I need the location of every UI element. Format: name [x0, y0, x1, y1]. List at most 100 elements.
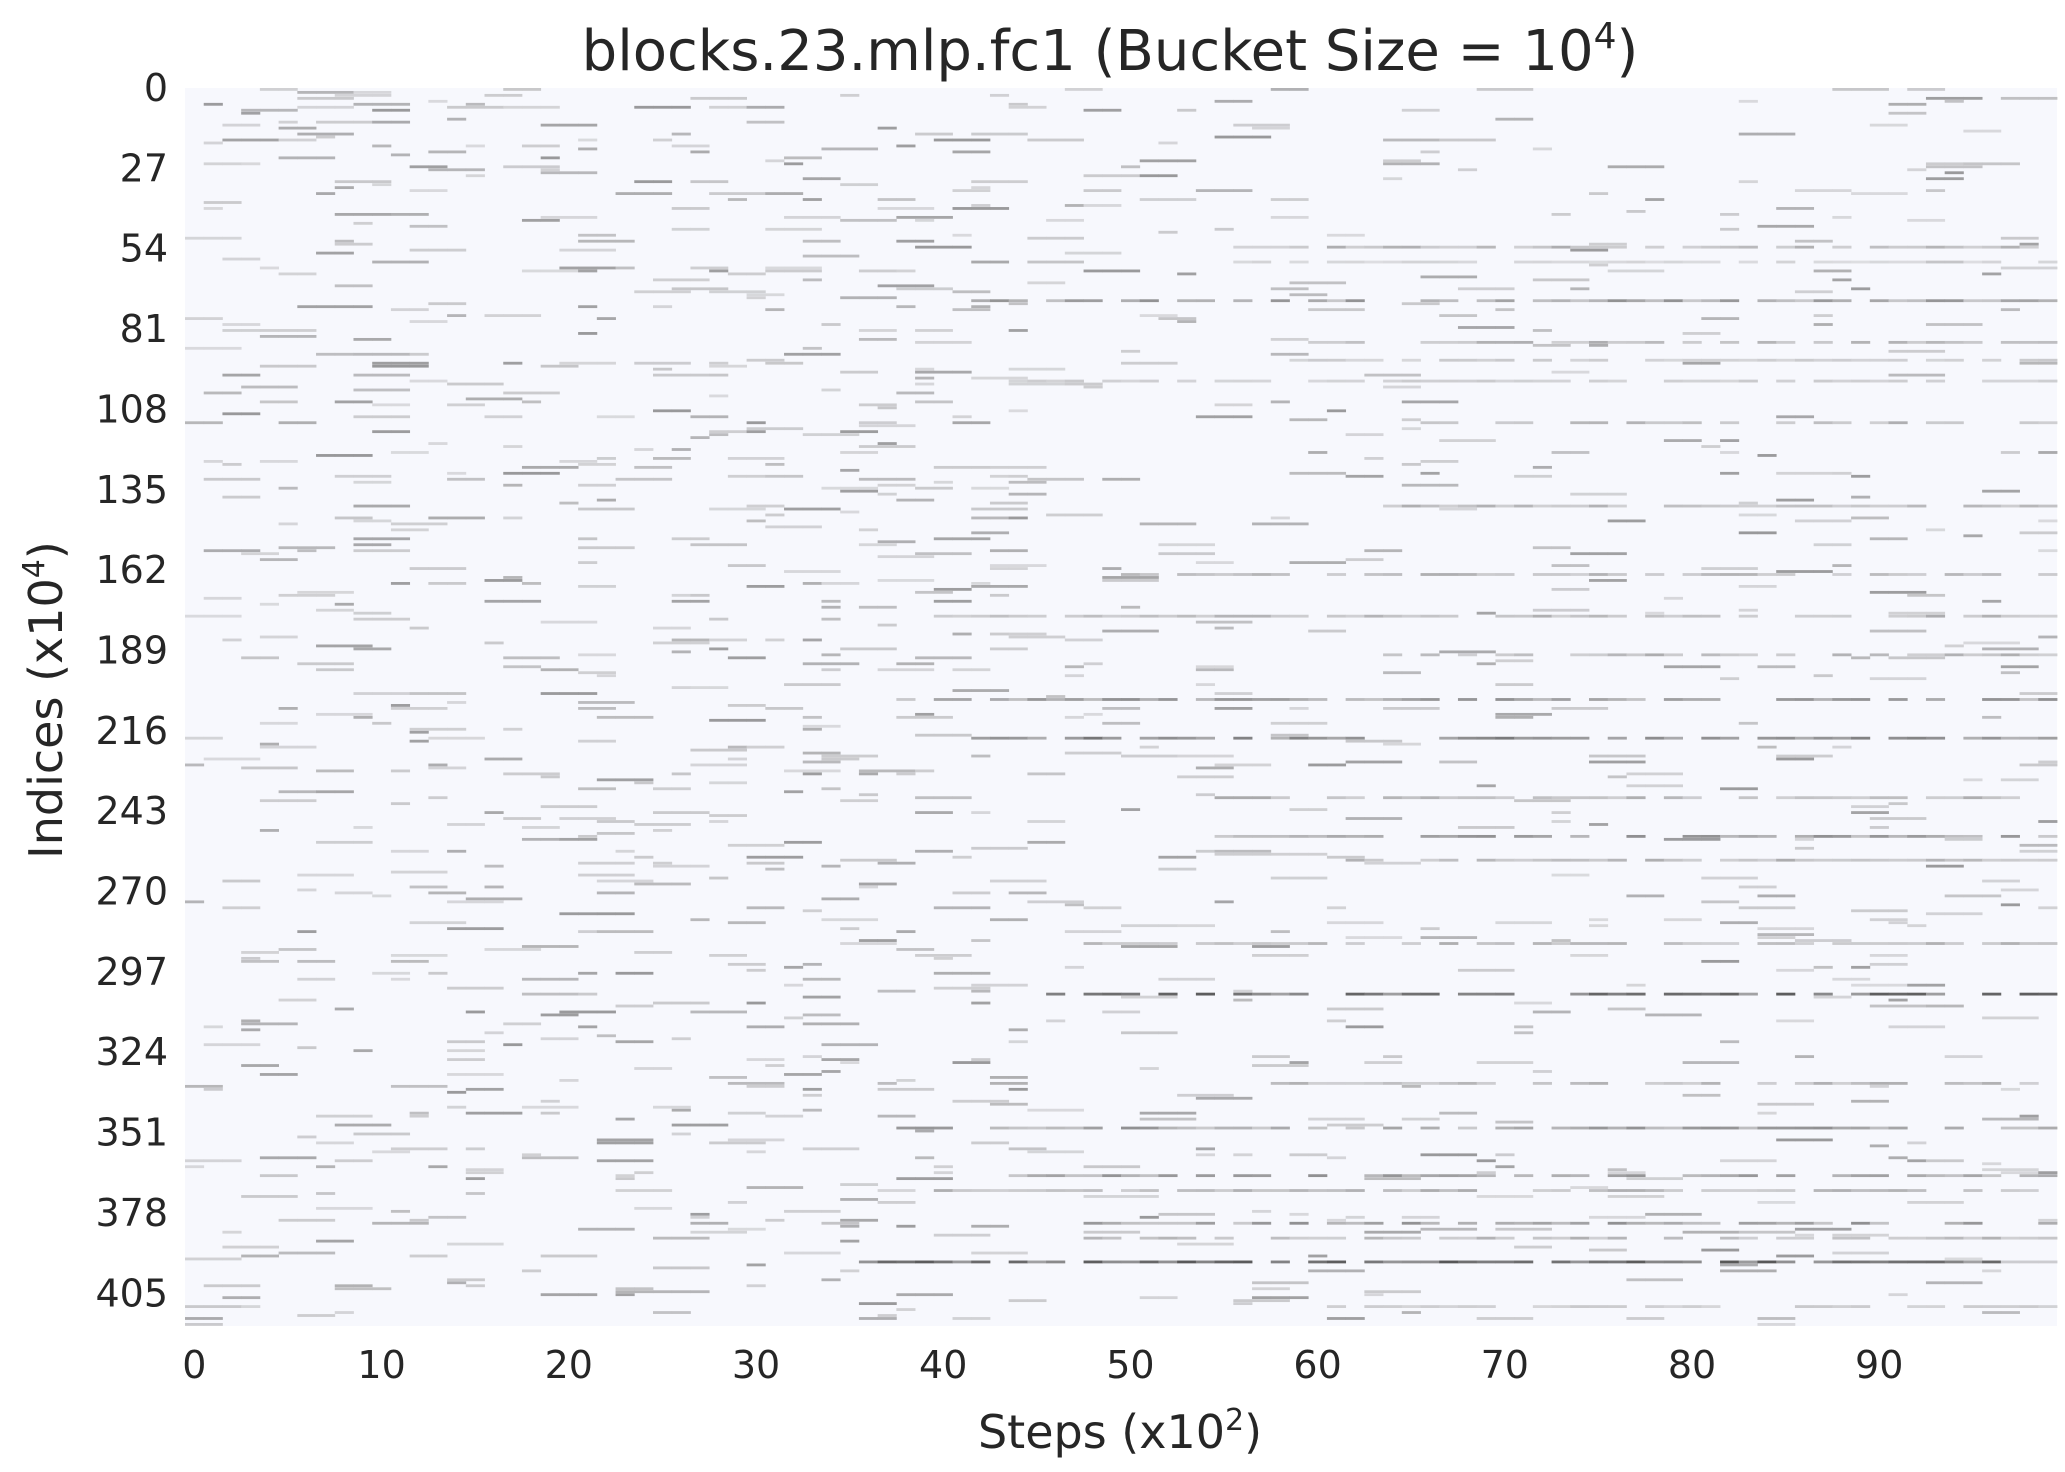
heatmap-cell — [1514, 1317, 1534, 1320]
heatmap-cell — [821, 582, 841, 585]
heatmap-cell — [671, 105, 691, 109]
heatmap-cell — [1832, 543, 1852, 547]
heatmap-cell — [1420, 460, 1440, 463]
heatmap-cell — [1195, 1189, 1215, 1192]
heatmap-cell — [503, 516, 523, 520]
heatmap-cell — [1252, 260, 1272, 264]
heatmap-cell — [746, 1138, 766, 1142]
heatmap-cell — [1027, 635, 1047, 639]
heatmap-cell — [802, 198, 822, 201]
heatmap-cell — [1308, 721, 1328, 725]
heatmap-cell — [2019, 340, 2039, 344]
heatmap-cell — [1195, 698, 1215, 701]
heatmap-cell — [952, 599, 972, 603]
heatmap-cell — [1944, 837, 1964, 841]
heatmap-cell — [1607, 1195, 1627, 1198]
heatmap-cell — [1401, 698, 1421, 701]
heatmap-cell — [2038, 379, 2058, 383]
heatmap-cell — [1738, 858, 1758, 862]
heatmap-cell — [896, 668, 916, 672]
heatmap-cell — [1289, 1189, 1309, 1192]
heatmap-cell — [2038, 1174, 2058, 1178]
heatmap-cell — [241, 412, 261, 416]
heatmap-cell — [1551, 504, 1571, 508]
heatmap-cell — [1944, 942, 1964, 945]
heatmap-cell — [1682, 573, 1702, 576]
heatmap-cell — [1963, 323, 1983, 326]
heatmap-cell — [765, 427, 785, 431]
heatmap-cell — [933, 599, 953, 603]
heatmap-cell — [334, 1007, 354, 1011]
x-tick-label: 30 — [732, 1343, 780, 1387]
heatmap-cell — [447, 1215, 467, 1219]
heatmap-cell — [1457, 834, 1478, 838]
heatmap-cell — [709, 373, 729, 377]
heatmap-cell — [1589, 1215, 1609, 1219]
heatmap-cell — [1457, 573, 1478, 576]
heatmap-cell — [1701, 1221, 1721, 1225]
heatmap-cell — [615, 507, 635, 511]
heatmap-cell — [521, 945, 542, 948]
heatmap-cell — [1046, 477, 1066, 481]
heatmap-cell — [915, 662, 935, 666]
heatmap-cell — [2000, 236, 2020, 240]
heatmap-cell — [1083, 992, 1103, 996]
heatmap-cell — [1401, 302, 1421, 306]
heatmap-cell — [2019, 698, 2039, 701]
heatmap-cell — [409, 260, 429, 264]
heatmap-cell — [390, 692, 411, 695]
heatmap-cell — [278, 1195, 298, 1198]
heatmap-cell — [615, 1004, 635, 1008]
heatmap-cell — [222, 373, 242, 377]
heatmap-cell — [259, 1022, 279, 1026]
heatmap-cell — [1420, 150, 1440, 154]
heatmap-cell — [2019, 1305, 2039, 1308]
heatmap-cell — [1046, 260, 1066, 264]
heatmap-cell — [840, 218, 860, 222]
heatmap-cell — [241, 656, 261, 660]
heatmap-cell — [521, 218, 542, 222]
heatmap-cell — [634, 781, 654, 785]
heatmap-cell — [952, 1189, 972, 1192]
heatmap-cell — [2038, 299, 2058, 303]
heatmap-cell — [802, 570, 822, 573]
heatmap-cell — [1102, 721, 1122, 725]
heatmap-cell — [1270, 88, 1290, 91]
heatmap-cell — [877, 424, 897, 428]
heatmap-cell — [653, 1189, 673, 1192]
heatmap-cell — [1514, 736, 1534, 740]
heatmap-cell — [521, 269, 542, 273]
heatmap-cell — [297, 799, 317, 803]
heatmap-cell — [1064, 930, 1084, 934]
heatmap-cell — [1963, 96, 1983, 100]
heatmap-cell — [409, 1114, 429, 1118]
heatmap-cell — [465, 1111, 485, 1115]
heatmap-cell — [1195, 775, 1215, 779]
heatmap-cell — [971, 1224, 991, 1228]
heatmap-cell — [896, 948, 916, 951]
heatmap-cell — [1364, 936, 1384, 939]
heatmap-cell — [671, 1105, 691, 1109]
heatmap-cell — [709, 647, 729, 651]
heatmap-cell — [1476, 834, 1496, 838]
heatmap-cell — [1869, 858, 1889, 862]
heatmap-cell — [1813, 1260, 1833, 1264]
heatmap-cell — [1457, 439, 1478, 442]
heatmap-cell — [596, 778, 616, 782]
heatmap-cell — [1102, 477, 1122, 481]
heatmap-cell — [1027, 900, 1047, 904]
heatmap-cell — [1420, 275, 1440, 279]
heatmap-cell — [1663, 1189, 1683, 1192]
heatmap-cell — [784, 352, 804, 356]
heatmap-cell — [1701, 942, 1721, 945]
heatmap-cell — [2019, 1126, 2039, 1130]
heatmap-cell — [259, 138, 279, 142]
heatmap-cell — [709, 192, 729, 195]
heatmap-cell — [241, 111, 261, 115]
heatmap-cell — [1551, 1305, 1571, 1308]
heatmap-cell — [222, 614, 242, 618]
heatmap-cell — [278, 1218, 298, 1222]
heatmap-cell — [653, 1105, 673, 1109]
heatmap-cell — [1008, 632, 1028, 636]
heatmap-cell — [634, 192, 654, 195]
